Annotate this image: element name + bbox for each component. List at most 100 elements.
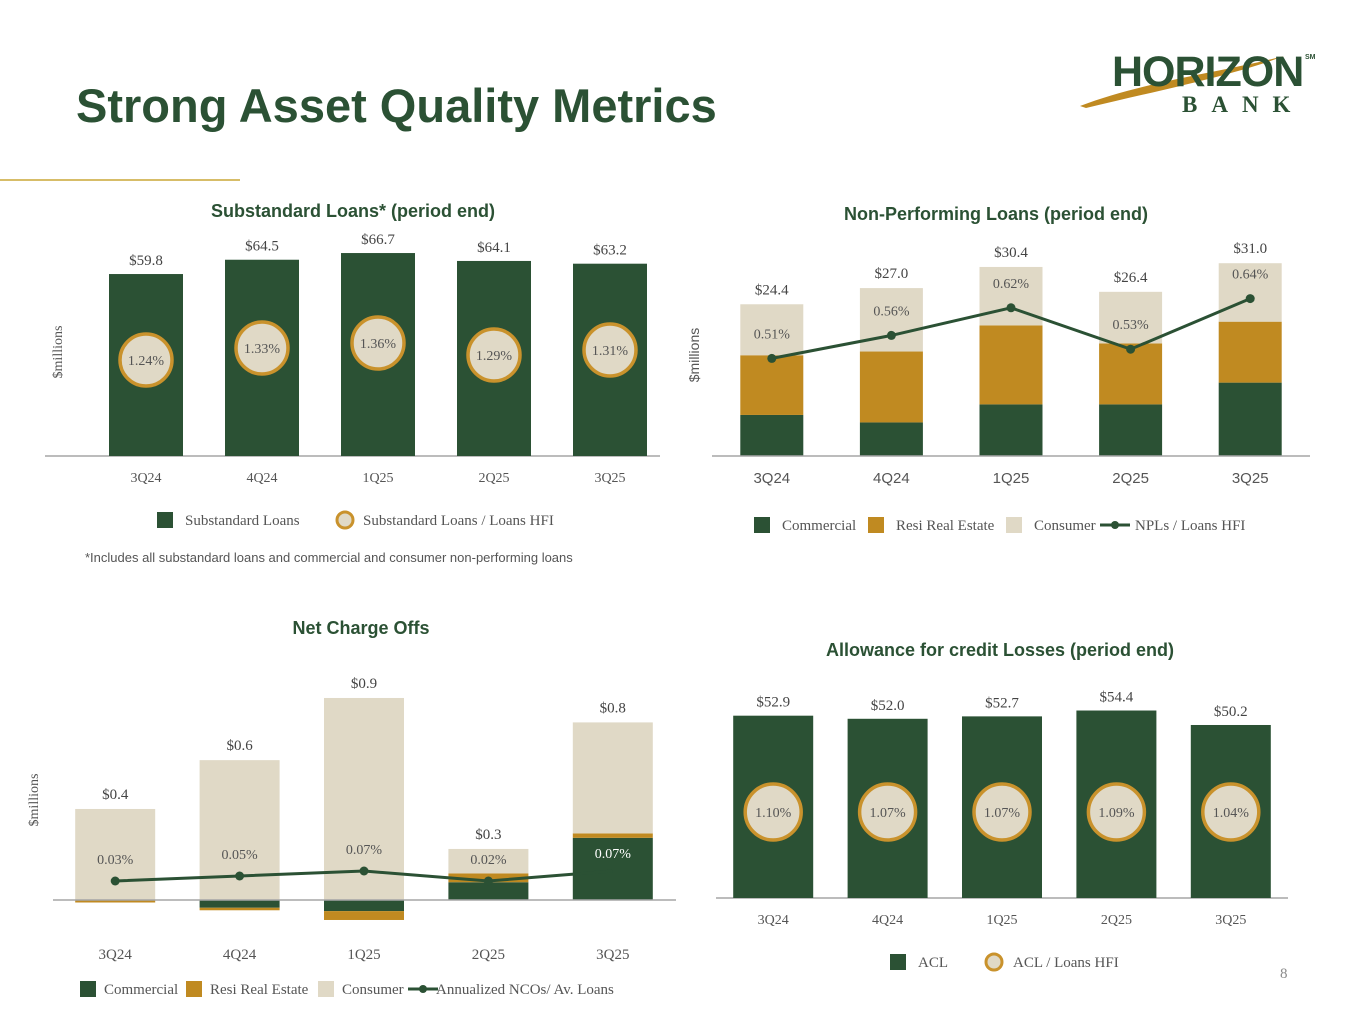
nco-legend-swatch-2: [318, 981, 334, 997]
substandard-ratio-ring: [582, 322, 638, 378]
npl-category-label: 3Q24: [753, 470, 790, 487]
nco-ratio-label: 0.07%: [595, 847, 632, 862]
substandard-legend-label-1: Substandard Loans / Loans HFI: [363, 513, 554, 529]
substandard-category-label: 3Q25: [594, 471, 625, 486]
npl-legend-label-2: Consumer: [1034, 518, 1096, 534]
substandard-chart-title: Substandard Loans* (period end): [210, 201, 496, 221]
npl-bar-consumer: [1218, 263, 1282, 322]
npl-total-label: $30.4: [994, 245, 1028, 261]
nco-total-label: $0.4: [102, 787, 129, 803]
acl-value-label: $52.0: [871, 698, 905, 714]
acl-category-label: 3Q25: [1215, 913, 1246, 928]
page-number: 8: [1280, 966, 1288, 982]
title-divider: [0, 179, 240, 181]
npl-bar-resi-real-estate: [1218, 321, 1282, 383]
substandard-ratio-ring: [234, 320, 290, 376]
npl-bar-consumer: [1099, 291, 1163, 344]
logo-swoosh-icon: [1080, 56, 1284, 108]
acl-category-label: 1Q25: [986, 913, 1017, 928]
acl-ratio-label: 1.07%: [870, 806, 907, 821]
substandard-value-label: $64.5: [245, 239, 279, 255]
acl-chart-title: Allowance for credit Losses (period end): [825, 640, 1175, 660]
substandard-value-label: $66.7: [361, 232, 395, 248]
substandard-value-label: $63.2: [593, 243, 627, 259]
logo-subtitle: BANK: [1182, 92, 1305, 117]
acl-ratio-ring: [857, 782, 918, 842]
nco-y-axis-label: $millions: [27, 774, 42, 827]
substandard-ratio-ring: [350, 315, 406, 371]
acl-ratio-label: 1.04%: [1213, 806, 1250, 821]
nco-legend-label-2: Consumer: [342, 982, 404, 998]
substandard-value-label: $64.1: [477, 240, 511, 256]
npl-bar-commercial: [1218, 382, 1282, 456]
nco-bar-commercial: [199, 900, 280, 908]
acl-value-label: $52.9: [756, 695, 790, 711]
substandard-ratio-label: 1.36%: [360, 337, 397, 352]
substandard-category-label: 2Q25: [478, 471, 509, 486]
npl-ratio-marker: [1126, 344, 1136, 354]
nco-total-label: $0.3: [475, 827, 501, 843]
substandard-category-label: 3Q24: [130, 471, 161, 486]
horizon-bank-logo: HORIZON SM BANK: [1072, 42, 1327, 132]
nco-legend-swatch-1: [186, 981, 202, 997]
npl-ratio-marker: [1245, 294, 1255, 304]
acl-category-label: 2Q25: [1101, 913, 1132, 928]
footnote: *Includes all substandard loans and comm…: [85, 550, 573, 565]
npl-legend-marker-3: [1111, 521, 1119, 529]
nco-bar-commercial: [448, 882, 529, 900]
npl-total-label: $31.0: [1233, 241, 1267, 257]
nco-legend-swatch-0: [80, 981, 96, 997]
npl-bar-commercial: [859, 422, 923, 456]
acl-ratio-label: 1.10%: [755, 806, 792, 821]
nco-legend-label-1: Resi Real Estate: [210, 982, 309, 998]
substandard-ratio-label: 1.29%: [476, 349, 513, 364]
logo-service-mark: SM: [1305, 54, 1316, 61]
substandard-ratio-ring: [118, 332, 174, 388]
acl-ratio-ring: [1201, 782, 1261, 842]
acl-category-label: 3Q24: [758, 913, 789, 928]
npl-bar-consumer: [740, 304, 804, 356]
nco-ratio-label: 0.05%: [222, 848, 259, 863]
npl-category-label: 2Q25: [1112, 470, 1149, 487]
nco-ratio-marker: [359, 866, 369, 876]
substandard-ratio-label: 1.31%: [592, 344, 629, 359]
substandard-y-axis-label: $millions: [51, 326, 66, 379]
substandard-category-label: 1Q25: [362, 471, 393, 486]
nco-category-label: 2Q25: [472, 947, 505, 963]
nco-ratio-marker: [110, 876, 120, 886]
nco-bar-resi-real-estate: [199, 907, 280, 911]
acl-ratio-ring: [743, 782, 803, 842]
npl-legend-label-3: NPLs / Loans HFI: [1135, 518, 1245, 534]
npl-bar-commercial: [979, 404, 1043, 456]
substandard-category-label: 4Q24: [246, 471, 277, 486]
npl-ratio-marker: [1006, 303, 1016, 313]
npl-legend-swatch-1: [868, 517, 884, 533]
nco-total-label: $0.6: [226, 738, 253, 754]
nco-ratio-label: 0.02%: [470, 853, 507, 868]
npl-ratio-label: 0.51%: [754, 327, 791, 342]
npl-legend-label-0: Commercial: [782, 518, 856, 534]
acl-value-label: $50.2: [1214, 704, 1248, 720]
nco-chart-title: Net Charge Offs: [292, 618, 430, 638]
npl-y-axis-label: $millions: [686, 328, 702, 382]
nco-ratio-marker: [483, 876, 493, 886]
substandard-value-label: $59.8: [129, 253, 163, 269]
nco-total-label: $0.9: [351, 676, 377, 692]
substandard-ratio-ring: [466, 327, 522, 383]
nco-bar-resi-real-estate: [324, 911, 404, 920]
nco-bar-commercial: [324, 900, 404, 912]
acl-ratio-label: 1.07%: [984, 806, 1021, 821]
nco-category-label: 3Q24: [99, 947, 133, 963]
logo-wordmark: HORIZON: [1112, 48, 1304, 96]
page-title: Strong Asset Quality Metrics: [76, 79, 717, 132]
acl-legend-ring-1: [984, 952, 1004, 972]
substandard-legend-ring-1: [335, 510, 355, 530]
npl-chart-title: Non-Performing Loans (period end): [844, 204, 1148, 224]
nco-legend-marker-3: [419, 985, 427, 993]
nco-ratio-marker: [235, 871, 245, 881]
nco-bar-consumer: [448, 848, 529, 874]
npl-bar-commercial: [1099, 404, 1163, 456]
